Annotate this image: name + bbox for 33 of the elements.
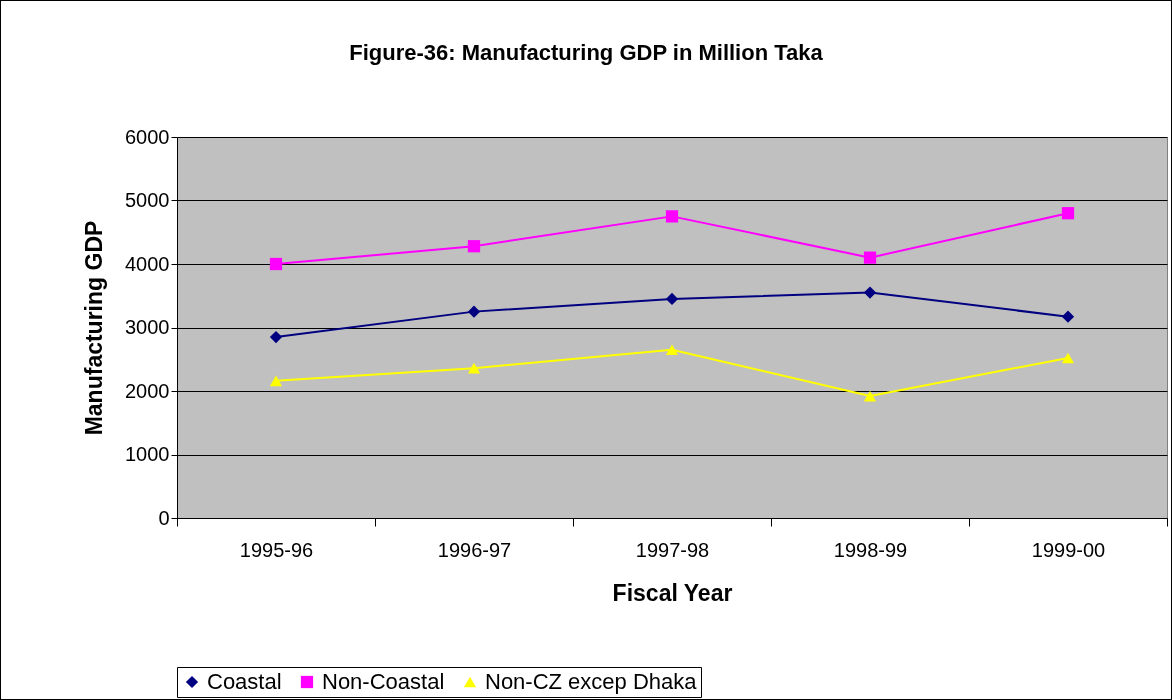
point [665,292,679,306]
point [467,362,481,374]
point [269,257,283,271]
y-tick-label: 1000 [125,443,170,465]
legend-label: Coastal [207,669,282,694]
x-tick-label: 1998-99 [833,538,908,561]
y-tick-label: 2000 [125,379,170,402]
point [863,286,877,299]
legend-label: Non-Coastal [322,669,445,694]
point [863,390,877,402]
x-axis-title: Fiscal Year [612,579,733,606]
chart-title: Figure-36: Manufacturing GDP in Million Taka [349,40,824,65]
point [269,375,283,387]
point [1061,352,1075,364]
point [269,330,283,344]
point [467,305,481,318]
y-tick-label: 0 [158,506,170,529]
y-tick-label: 4000 [125,252,170,275]
y-tick-label: 6000 [125,125,170,148]
legend-label: Non-CZ excep Dhaka [485,669,698,694]
x-tick-label: 1997-98 [635,538,710,561]
point [467,240,481,253]
point [665,210,679,223]
x-tick-label: 1995-96 [239,538,314,561]
point [863,251,877,264]
x-tick-label: 1996-97 [437,538,512,561]
x-tick-label: 1999-00 [1031,538,1106,561]
y-tick-label: 5000 [125,189,170,211]
point [1061,207,1075,220]
y-axis-title: Manufacturing GDP [81,220,108,436]
point [1061,310,1075,323]
point [665,344,679,356]
y-tick-label: 3000 [125,316,170,338]
